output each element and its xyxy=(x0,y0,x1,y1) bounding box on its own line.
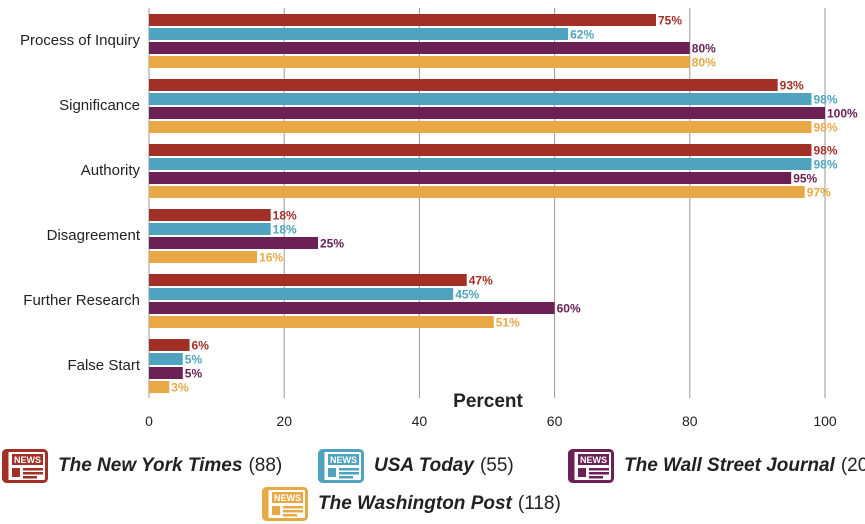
data-label: 98% xyxy=(813,158,837,172)
x-tick-label: 40 xyxy=(412,413,428,429)
svg-text:NEWS: NEWS xyxy=(330,455,357,465)
legend-count: (55) xyxy=(479,455,514,476)
legend-item: NEWS The Washington Post (118) xyxy=(262,484,561,524)
grid-lines xyxy=(148,8,826,398)
bar xyxy=(149,288,454,300)
legend-item: NEWS USA Today (55) xyxy=(318,446,514,486)
bar xyxy=(149,339,190,351)
data-label: 5% xyxy=(185,353,203,367)
bar xyxy=(149,237,318,249)
bar xyxy=(149,367,183,379)
data-label: 16% xyxy=(259,251,283,265)
category-label: Process of Inquiry xyxy=(20,32,141,49)
svg-text:NEWS: NEWS xyxy=(14,455,41,465)
category-label: False Start xyxy=(67,357,140,374)
legend-item: NEWS The New York Times (88) xyxy=(2,446,282,486)
data-label: 80% xyxy=(692,42,716,56)
legend-item: NEWS The Wall Street Journal(20) xyxy=(568,446,865,486)
data-label: 98% xyxy=(813,121,837,135)
data-label: 75% xyxy=(658,14,682,28)
category-labels: Process of Inquiry Significance Authority D… xyxy=(20,32,141,374)
newspaper-icon: NEWS xyxy=(262,487,308,521)
category-label: Disagreement xyxy=(47,227,141,244)
bar xyxy=(149,302,555,314)
x-axis-title: Percent xyxy=(453,391,523,412)
data-label: 62% xyxy=(570,28,594,42)
x-tick-label: 80 xyxy=(682,413,698,429)
x-tick-label: 60 xyxy=(547,413,563,429)
bar xyxy=(149,316,494,328)
bar xyxy=(149,79,778,91)
data-label: 3% xyxy=(171,381,189,395)
bars: 75%62%80%80%93%98%100%98%98%98%95%97%18%… xyxy=(149,14,858,395)
bar xyxy=(149,14,656,26)
data-label: 18% xyxy=(273,209,297,223)
legend-label: The Washington Post xyxy=(318,493,512,514)
data-label: 51% xyxy=(496,316,520,330)
data-label: 5% xyxy=(185,367,203,381)
legend-count: (20) xyxy=(840,455,865,476)
data-label: 97% xyxy=(807,186,831,200)
category-label: Authority xyxy=(81,162,141,179)
newspaper-icon: NEWS xyxy=(2,449,48,483)
x-axis-ticks: 0 20 40 60 80 100 xyxy=(145,413,837,429)
bar xyxy=(149,42,690,54)
legend-label: USA Today xyxy=(374,455,474,476)
data-label: 25% xyxy=(320,237,344,251)
legend-count: (88) xyxy=(248,455,283,476)
bar xyxy=(149,223,271,235)
data-label: 47% xyxy=(469,274,493,288)
bar xyxy=(149,28,569,40)
bar xyxy=(149,251,258,263)
svg-text:NEWS: NEWS xyxy=(274,493,301,503)
newspaper-icon: NEWS xyxy=(318,449,364,483)
data-label: 60% xyxy=(557,302,581,316)
data-label: 18% xyxy=(273,223,297,237)
bar xyxy=(149,274,467,286)
bar xyxy=(149,186,805,198)
x-tick-label: 100 xyxy=(813,413,837,429)
svg-text:NEWS: NEWS xyxy=(580,455,607,465)
bar xyxy=(149,107,825,119)
category-label: Further Research xyxy=(23,292,140,309)
legend-label: The New York Times xyxy=(58,455,243,476)
legend-label: The Wall Street Journal xyxy=(624,455,835,476)
x-tick-label: 0 xyxy=(145,413,153,429)
data-label: 45% xyxy=(455,288,479,302)
bar xyxy=(149,353,183,365)
bar xyxy=(149,172,792,184)
x-tick-label: 20 xyxy=(276,413,292,429)
data-label: 93% xyxy=(780,79,804,93)
newspaper-icon: NEWS xyxy=(568,449,614,483)
bar xyxy=(149,144,812,156)
data-label: 80% xyxy=(692,56,716,70)
data-label: 100% xyxy=(827,107,858,121)
bar xyxy=(149,93,812,105)
data-label: 98% xyxy=(813,93,837,107)
bar xyxy=(149,209,271,221)
bar xyxy=(149,381,170,393)
data-label: 95% xyxy=(793,172,817,186)
bar xyxy=(149,121,812,133)
data-label: 6% xyxy=(192,339,210,353)
legend-count: (118) xyxy=(517,493,561,514)
bar xyxy=(149,158,812,170)
data-label: 98% xyxy=(813,144,837,158)
bar xyxy=(149,56,690,68)
category-label: Significance xyxy=(59,97,140,114)
